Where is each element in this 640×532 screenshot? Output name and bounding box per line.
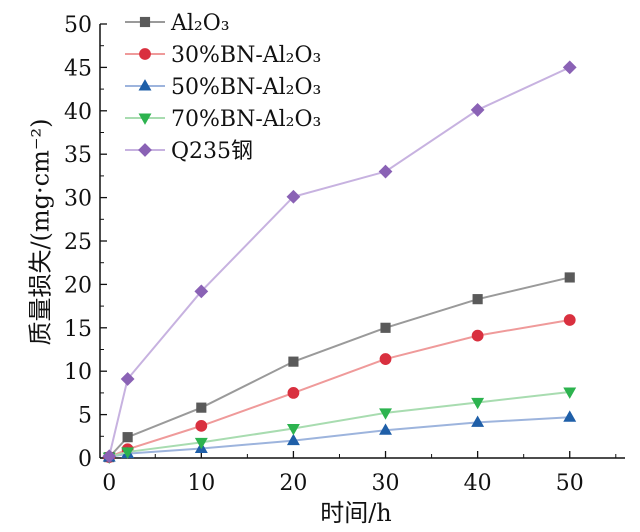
series-line	[108, 319, 570, 459]
y-tick-label: 15	[64, 317, 92, 342]
x-axis-title: 时间/h	[320, 499, 392, 527]
series-1	[104, 272, 575, 463]
y-tick-label: 35	[64, 143, 92, 168]
data-point	[288, 356, 299, 367]
plot-area: 0 5 10 15 20 25 30 35 40 45 50 0 10 20 30 40 50 Al₂O₃ 30%B…	[64, 11, 625, 496]
data-point	[379, 408, 392, 420]
legend-swatch-marker	[138, 113, 152, 125]
legend-label: Q235钢	[171, 139, 253, 164]
data-point	[564, 272, 575, 283]
x-tick-label: 30	[372, 471, 400, 496]
y-axis-title: 质量损失/(mg·cm⁻²)	[27, 118, 55, 345]
data-point	[286, 189, 301, 204]
legend-swatch-marker	[139, 48, 151, 60]
series-line	[109, 416, 570, 459]
series-4	[102, 387, 577, 464]
data-point	[378, 164, 393, 179]
y-tick-label: 50	[64, 13, 92, 38]
data-point	[286, 423, 300, 436]
data-point	[563, 410, 577, 422]
series-5	[102, 60, 577, 464]
data-point	[102, 449, 117, 464]
x-tick-label: 50	[556, 471, 584, 496]
data-point	[562, 60, 577, 75]
data-point	[471, 415, 485, 427]
data-point	[286, 433, 300, 446]
data-point	[472, 294, 483, 305]
y-tick-label: 20	[64, 273, 92, 298]
data-point	[563, 314, 576, 326]
y-tick-label: 0	[78, 447, 92, 472]
legend-label: Al₂O₃	[170, 11, 230, 36]
data-point	[471, 329, 484, 342]
data-point	[287, 386, 300, 399]
legend-label: 70%BN-Al₂O₃	[171, 107, 321, 132]
data-point	[122, 432, 133, 443]
legend: Al₂O₃ 30%BN-Al₂O₃ 50%BN-Al₂O₃ 70%BN-Al₂O₃ Q2…	[125, 11, 321, 164]
data-point	[194, 437, 208, 450]
data-point	[121, 447, 135, 459]
y-tick-label: 40	[64, 100, 92, 125]
series-line	[108, 276, 570, 458]
legend-swatch-marker	[139, 16, 151, 28]
x-tick-label: 10	[187, 471, 215, 496]
data-point	[379, 353, 392, 365]
x-tick-label: 20	[279, 471, 307, 496]
data-point	[120, 372, 135, 386]
data-point	[379, 423, 392, 435]
x-tick-label: 40	[464, 471, 492, 496]
legend-swatch-marker	[138, 79, 152, 91]
data-point	[471, 397, 485, 410]
y-tick-label: 45	[64, 56, 92, 81]
x-tick-label: 0	[102, 471, 116, 496]
legend-swatch-marker	[138, 143, 152, 157]
data-point	[196, 402, 207, 413]
series-line	[108, 391, 570, 459]
legend-label: 30%BN-Al₂O₃	[171, 43, 321, 68]
legend-label: 50%BN-Al₂O₃	[171, 75, 321, 100]
y-tick-label: 25	[64, 230, 92, 255]
data-point	[470, 103, 485, 117]
data-point	[563, 387, 577, 399]
y-tick-label: 5	[78, 404, 92, 429]
y-tick-label: 10	[64, 360, 92, 385]
series-2	[103, 314, 576, 464]
data-point	[380, 322, 391, 333]
y-tick-label: 30	[64, 187, 92, 212]
data-point	[195, 419, 208, 432]
data-point	[194, 284, 209, 299]
